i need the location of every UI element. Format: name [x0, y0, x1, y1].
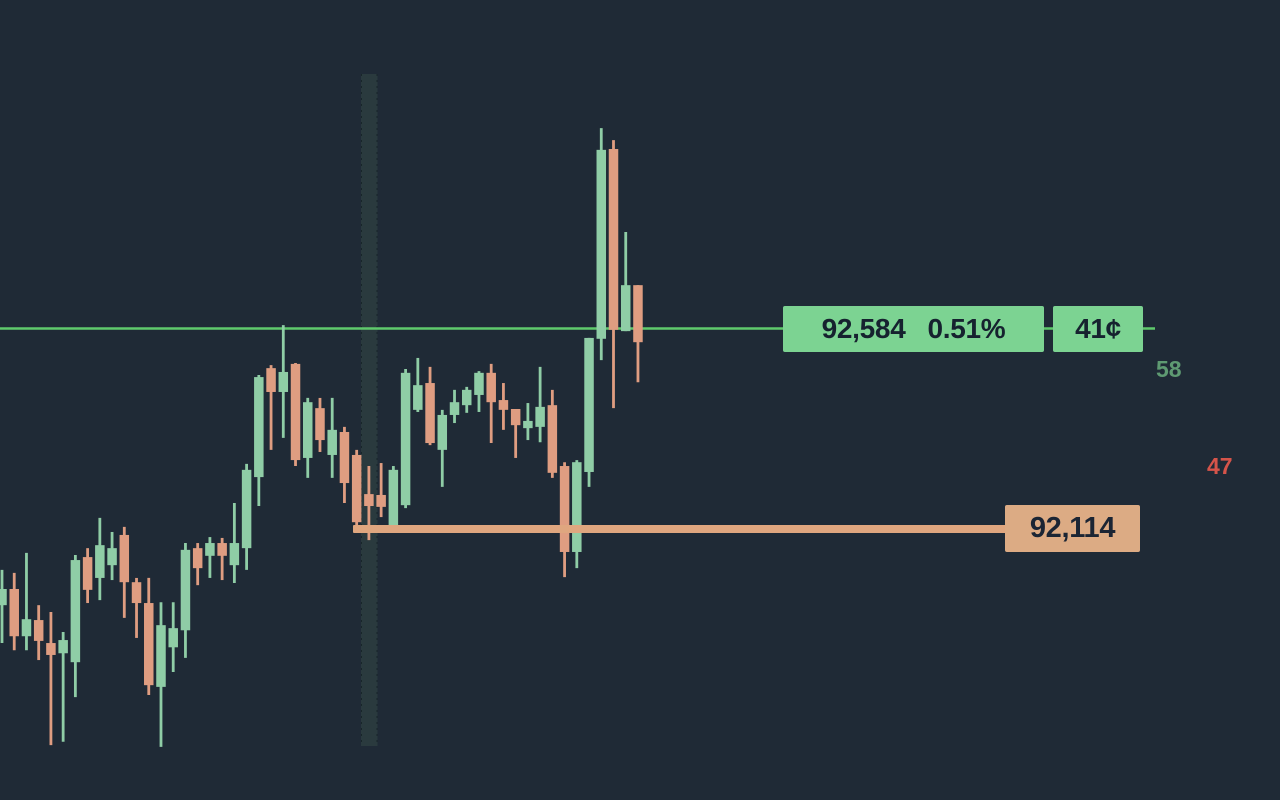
spread-value: 41¢	[1075, 313, 1121, 344]
indicator-value-green: 58	[1156, 356, 1182, 382]
indicator-value-red: 47	[1207, 453, 1233, 479]
price-alert-change: 0.51%	[927, 313, 1006, 344]
spread-label[interactable]: 41¢	[1053, 306, 1143, 352]
price-alert-price: 92,584	[821, 313, 906, 344]
support-price-value: 92,114	[1029, 512, 1116, 544]
price-alert-label[interactable]: 92,584 0.51%	[783, 306, 1044, 352]
support-price-label[interactable]: 92,114	[1005, 505, 1140, 552]
